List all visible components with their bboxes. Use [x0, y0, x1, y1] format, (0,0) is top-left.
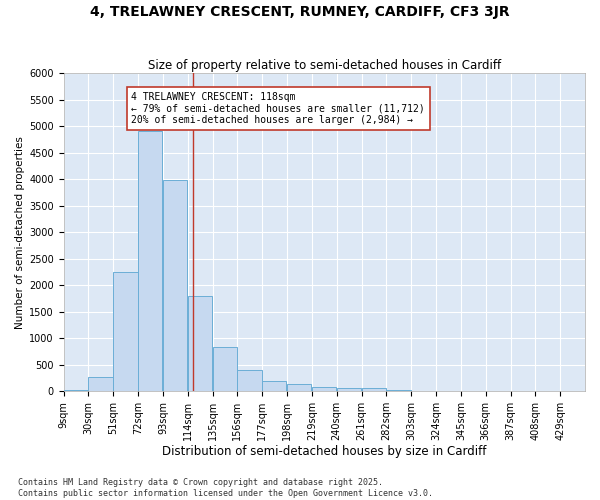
- Bar: [64, 390, 88, 391]
- Y-axis label: Number of semi-detached properties: Number of semi-detached properties: [15, 136, 25, 328]
- Bar: [163, 180, 187, 391]
- Bar: [411, 390, 436, 391]
- Bar: [113, 272, 137, 391]
- Bar: [362, 388, 386, 391]
- Text: 4, TRELAWNEY CRESCENT, RUMNEY, CARDIFF, CF3 3JR: 4, TRELAWNEY CRESCENT, RUMNEY, CARDIFF, …: [90, 5, 510, 19]
- Bar: [138, 132, 163, 391]
- Bar: [386, 390, 410, 391]
- Bar: [262, 380, 286, 391]
- Bar: [287, 384, 311, 391]
- Text: Contains HM Land Registry data © Crown copyright and database right 2025.
Contai: Contains HM Land Registry data © Crown c…: [18, 478, 433, 498]
- Bar: [312, 387, 336, 391]
- Bar: [238, 370, 262, 391]
- Bar: [212, 346, 237, 391]
- X-axis label: Distribution of semi-detached houses by size in Cardiff: Distribution of semi-detached houses by …: [162, 444, 487, 458]
- Title: Size of property relative to semi-detached houses in Cardiff: Size of property relative to semi-detach…: [148, 59, 501, 72]
- Text: 4 TRELAWNEY CRESCENT: 118sqm
← 79% of semi-detached houses are smaller (11,712)
: 4 TRELAWNEY CRESCENT: 118sqm ← 79% of se…: [131, 92, 425, 126]
- Bar: [337, 388, 361, 391]
- Bar: [88, 378, 113, 391]
- Bar: [188, 296, 212, 391]
